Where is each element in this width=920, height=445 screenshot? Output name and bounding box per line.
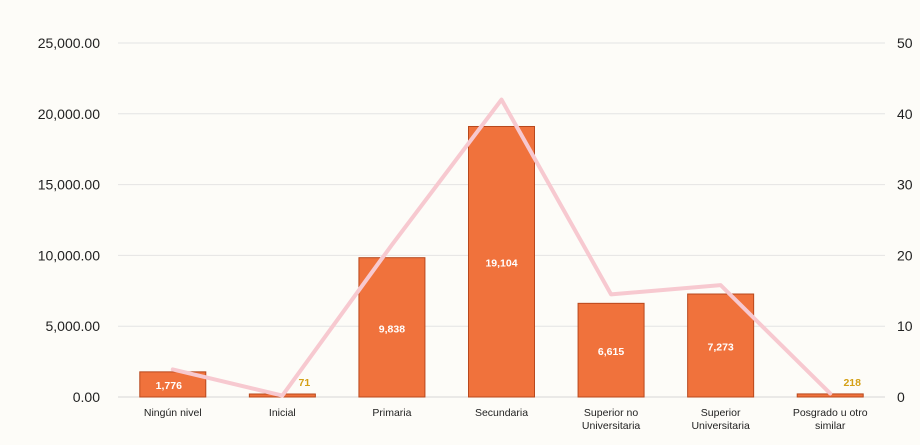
line-series — [170, 97, 833, 398]
data-labels: 1,776 71 9,838 19,104 6,615 7,273 218 — [156, 258, 861, 392]
left-y-tick-label: 25,000.00 — [38, 35, 100, 51]
right-y-tick-label: 0 — [897, 389, 905, 405]
left-y-tick-label: 0.00 — [73, 389, 100, 405]
bar-data-label: 9,838 — [379, 323, 405, 335]
left-y-tick-label: 10,000.00 — [38, 247, 100, 263]
bar — [577, 302, 645, 398]
x-tick-label: Superior Universitaria — [691, 407, 750, 432]
bar-data-label: 7,273 — [708, 342, 734, 354]
x-tick-label: Posgrado u otro similar — [793, 407, 868, 432]
right-y-axis: 0 10 20 30 40 50 — [897, 35, 913, 405]
bar-data-label: 19,104 — [485, 258, 517, 270]
line-series-path — [170, 97, 833, 398]
right-y-tick-label: 20 — [897, 247, 913, 263]
bar-data-label: 6,615 — [598, 346, 624, 358]
left-y-tick-label: 15,000.00 — [38, 177, 100, 193]
left-y-axis: 0.00 5,000.00 10,000.00 15,000.00 20,000.00 2… — [38, 35, 101, 405]
x-tick-label: Inicial — [269, 407, 296, 419]
left-y-tick-label: 20,000.00 — [38, 106, 100, 122]
x-axis-labels: Ningún nivel Inicial Primaria Secundaria Sup… — [144, 407, 868, 432]
left-y-tick-label: 5,000.00 — [46, 318, 101, 334]
right-y-tick-label: 50 — [897, 35, 913, 51]
right-y-tick-label: 40 — [897, 106, 913, 122]
x-tick-label: Ningún nivel — [144, 407, 202, 419]
x-tick-label: Superior no Universitaria — [582, 407, 641, 432]
right-y-tick-label: 10 — [897, 318, 913, 334]
bar-data-label: 218 — [843, 377, 861, 389]
right-y-tick-label: 30 — [897, 177, 913, 193]
x-tick-label: Primaria — [372, 407, 411, 419]
bar — [358, 257, 426, 398]
bar-data-label: 1,776 — [156, 380, 182, 392]
bar-series — [139, 125, 864, 398]
bar-data-label: 71 — [299, 377, 311, 389]
bar — [468, 125, 535, 398]
x-tick-label: Secundaria — [475, 407, 528, 419]
bar — [687, 293, 755, 398]
